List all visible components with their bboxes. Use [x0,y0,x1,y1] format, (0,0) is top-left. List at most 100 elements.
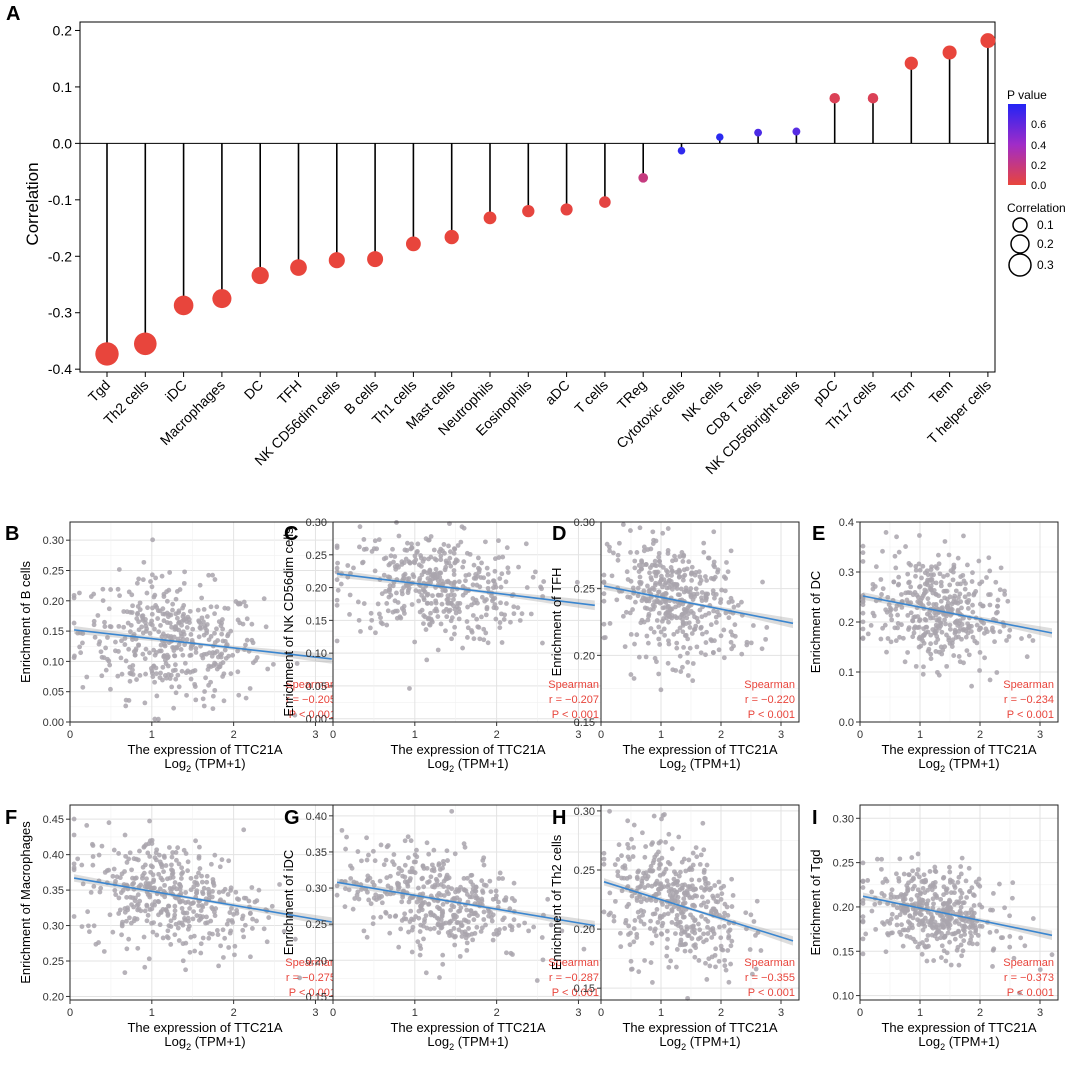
data-point [954,599,959,604]
data-point [411,859,417,865]
data-point [936,928,942,934]
data-point [179,668,185,674]
data-point [719,587,725,593]
data-point [927,586,933,591]
data-point [751,919,757,924]
x-tick-label: 2 [977,1007,983,1019]
data-point [503,579,509,585]
data-point [177,886,183,892]
data-point [705,880,711,886]
data-point [167,570,173,575]
data-point [528,611,534,617]
pvalue-tick: 0.2 [1031,160,1046,172]
data-point [607,808,612,814]
data-point [693,845,699,851]
data-point [351,565,356,571]
data-point [908,897,914,902]
data-point [481,637,487,643]
data-point [479,560,484,566]
data-point [660,530,666,536]
data-point [212,909,217,915]
data-point [699,894,705,900]
data-point [923,617,929,623]
data-point [428,610,433,616]
data-point [208,861,214,867]
data-point [144,590,150,596]
data-point [115,673,121,679]
data-point [905,571,911,577]
data-point [71,655,77,661]
data-point [682,882,688,888]
data-point [470,582,476,588]
data-point [180,922,186,928]
data-point [135,604,141,609]
data-point [920,885,926,891]
data-point [405,540,410,546]
data-point [636,569,642,574]
data-point [498,584,504,590]
data-point [395,871,401,876]
data-point [178,647,184,652]
data-point [732,622,738,628]
data-point [359,887,364,892]
data-point [652,655,658,661]
data-point [253,658,258,663]
data-point [1024,654,1030,660]
data-point [611,914,617,919]
data-point [197,625,203,631]
data-point [173,921,179,927]
data-point [991,629,996,635]
data-point [633,599,638,605]
data-point [447,555,453,561]
data-point [657,642,663,647]
data-point [694,591,700,597]
y-axis-title: Enrichment of Macrophages [18,821,33,984]
data-point [174,857,179,863]
data-point [339,827,345,833]
data-point [652,928,657,934]
data-point [481,862,487,868]
data-point [364,934,370,940]
data-point [165,928,171,934]
data-point [108,587,114,592]
data-point [927,609,933,614]
data-point [911,875,916,881]
data-point [685,659,691,665]
data-point [688,865,694,871]
x-axis-title: The expression of TTC21A [127,742,282,757]
data-point [685,636,691,642]
data-point [713,614,719,620]
data-point [365,889,370,895]
data-point [446,891,451,897]
data-point [713,964,718,970]
x-tick-label: 2 [494,1007,500,1019]
data-point [167,885,173,891]
data-point [132,898,138,904]
data-point [545,896,551,902]
data-point [894,922,900,928]
data-point [888,891,894,897]
data-point [396,944,402,950]
data-point [206,935,212,941]
data-point [221,955,226,960]
data-point [917,634,923,640]
data-point [636,914,642,920]
data-point [914,592,920,598]
panel-label: C [284,523,298,545]
data-point [218,623,224,629]
data-point [651,813,657,819]
data-point [662,632,667,638]
data-point [161,869,166,875]
data-point [935,922,941,928]
data-point [418,946,424,951]
data-point [182,916,187,921]
data-point [906,872,912,878]
data-point [522,920,528,926]
data-point [702,876,708,882]
data-point [145,912,151,918]
data-point [880,548,885,554]
data-point [681,644,686,650]
data-point [899,922,904,928]
x-tick-label: 1 [917,729,923,741]
data-point [959,855,965,861]
